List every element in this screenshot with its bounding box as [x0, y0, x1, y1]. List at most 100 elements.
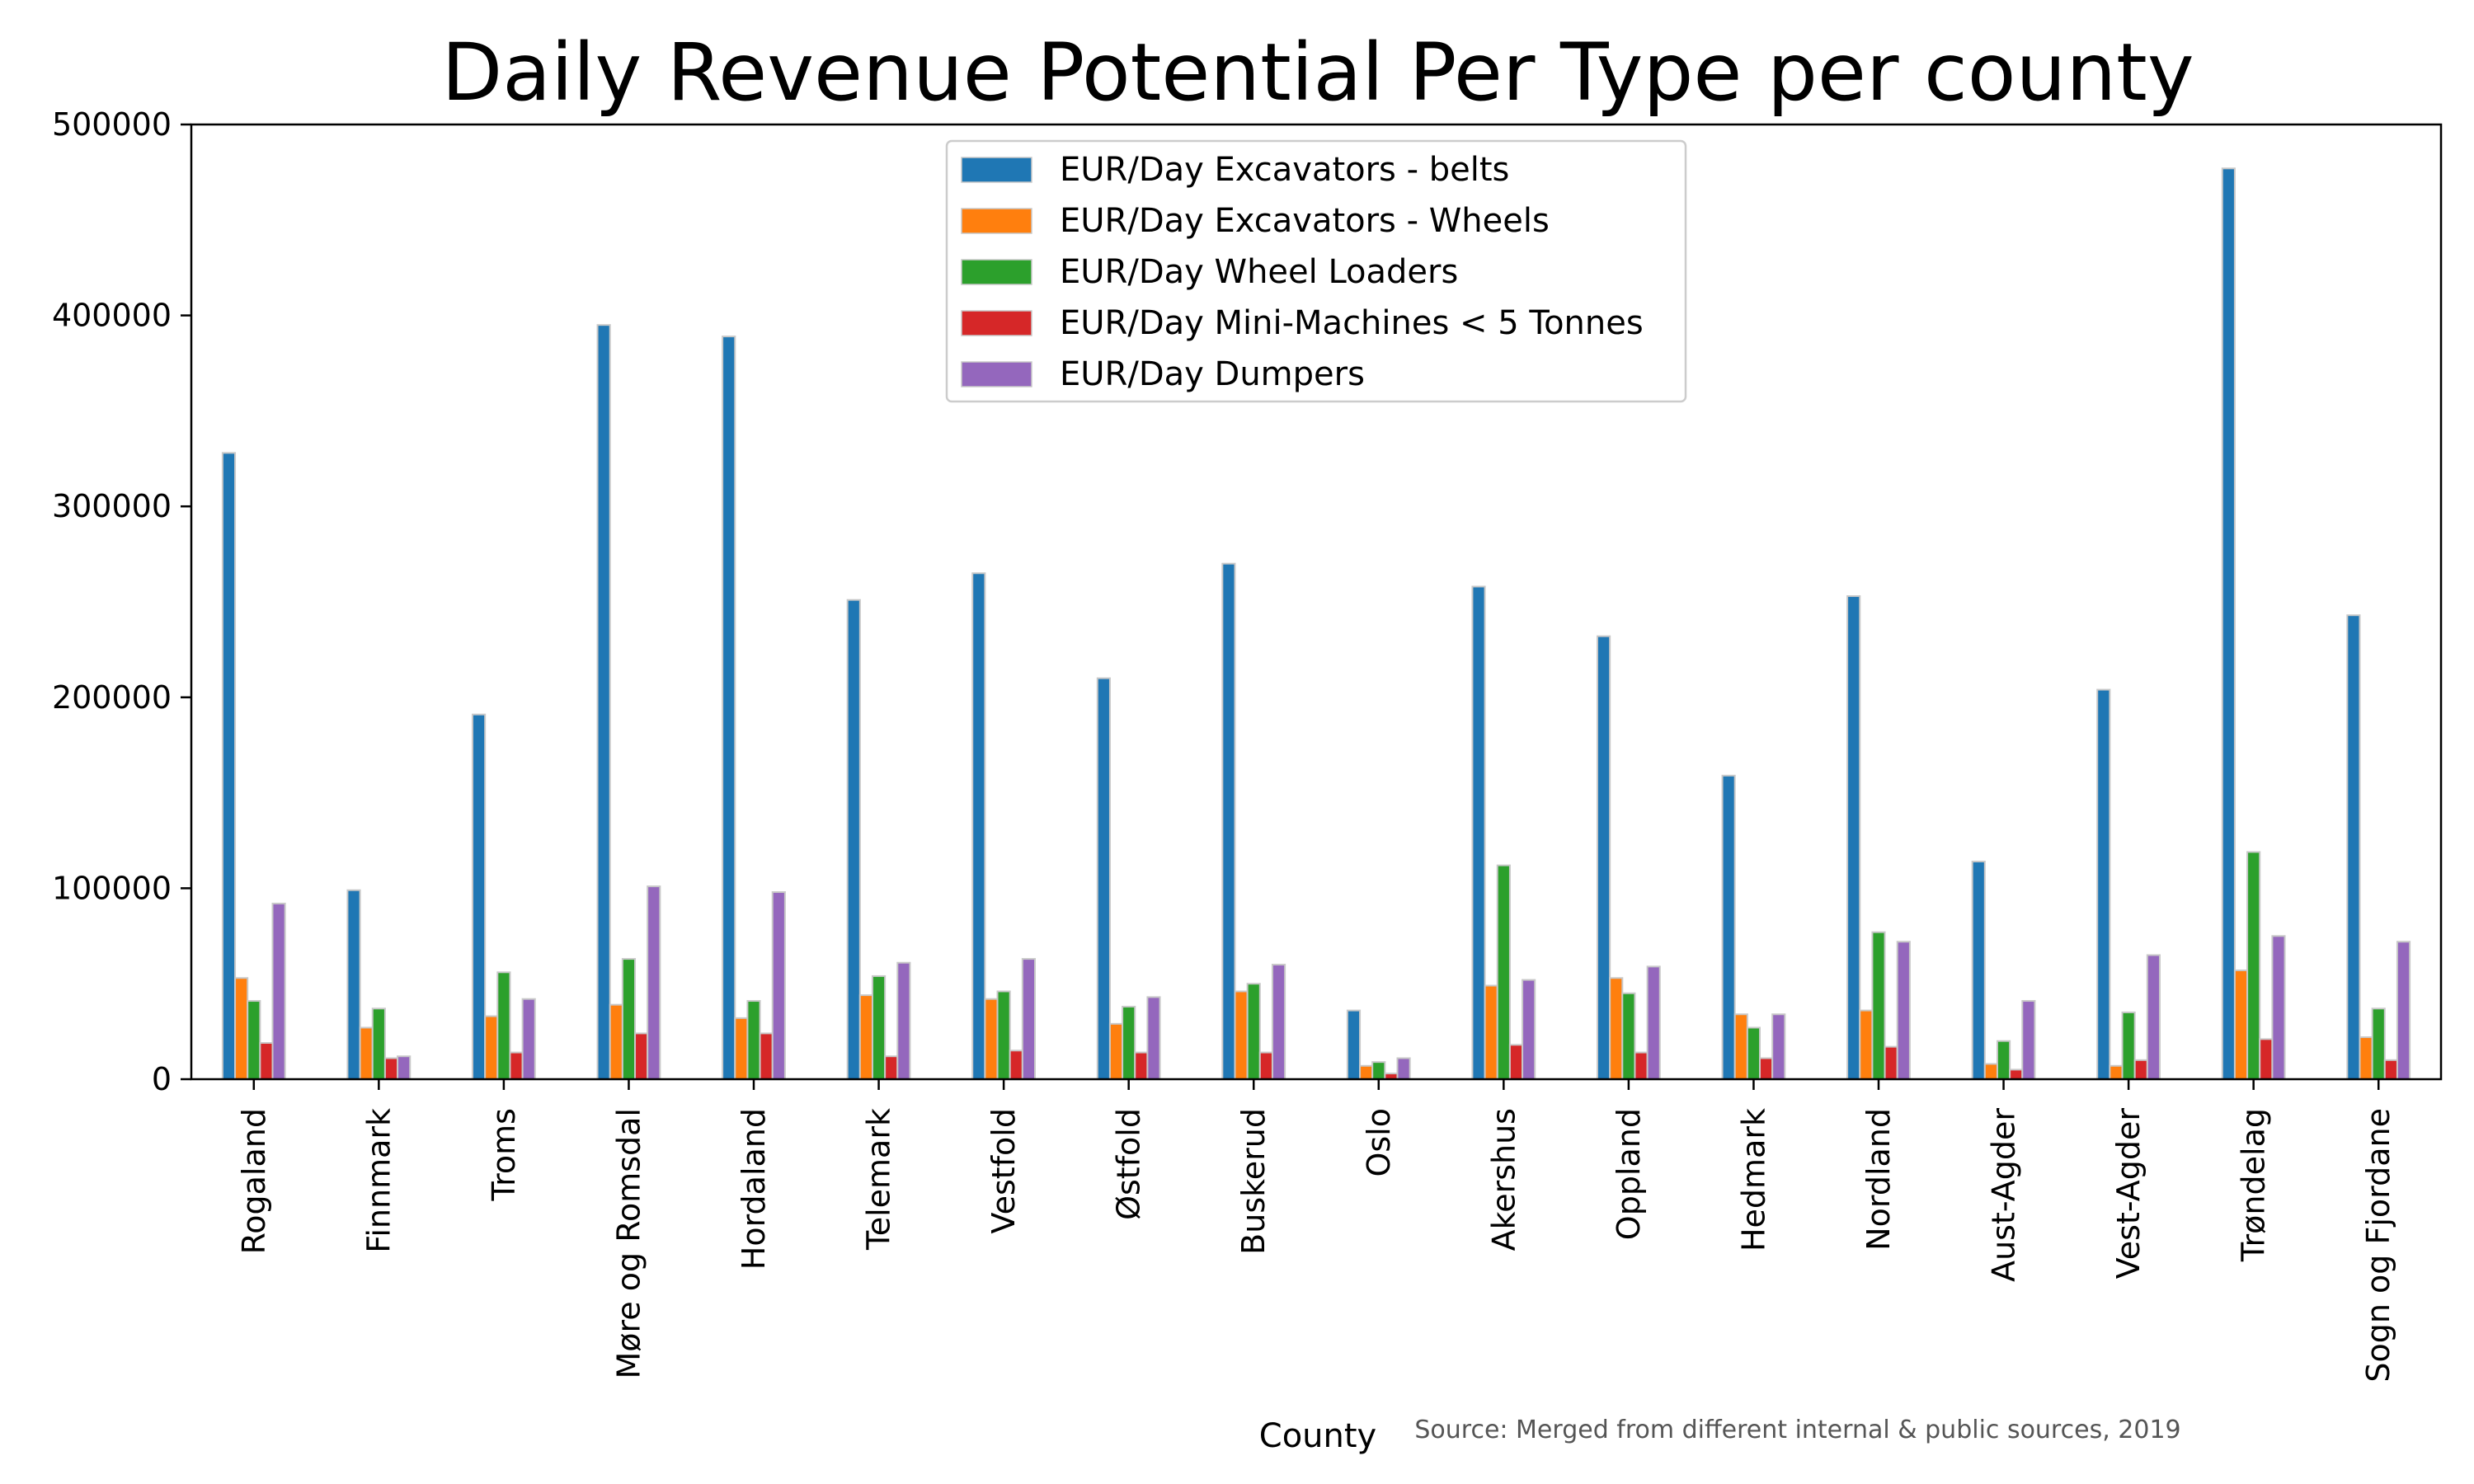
bar-oslo-series-2	[1359, 1064, 1374, 1081]
bar-hedmark-series-2	[1733, 1013, 1748, 1081]
bar-tr-ndelag-series-2	[2233, 969, 2249, 1080]
x-tick-label-akershus: Akershus	[1485, 1108, 1522, 1251]
bar-aust-agder-series-1	[1971, 860, 1986, 1080]
bar-buskerud-series-4	[1258, 1051, 1273, 1080]
bar-hordaland-series-3	[746, 1000, 761, 1081]
bar-oppland-series-4	[1634, 1051, 1649, 1080]
bar-finnmark-series-4	[383, 1057, 399, 1081]
bar-troms-series-2	[484, 1015, 499, 1080]
x-tick-label-telemark: Telemark	[861, 1108, 897, 1251]
x-tick-label-m-re-og-romsdal: Møre og Romsdal	[610, 1108, 647, 1378]
bar-akershus-series-1	[1471, 585, 1486, 1080]
bar-hordaland-series-2	[734, 1017, 749, 1081]
bar-nordland-series-4	[1884, 1045, 1898, 1081]
bar-akershus-series-2	[1484, 984, 1498, 1081]
x-tick-label-stfold: Østfold	[1111, 1108, 1147, 1220]
x-tick-label-hordaland: Hordaland	[736, 1108, 772, 1270]
legend-swatch-4	[961, 310, 1032, 336]
legend-label-4: EUR/Day Mini-Machines < 5 Tonnes	[1060, 304, 1644, 342]
bar-telemark-series-2	[858, 994, 873, 1080]
bar-rogaland-series-2	[234, 977, 249, 1080]
bar-tr-ndelag-series-1	[2221, 167, 2236, 1080]
bar-oppland-series-2	[1609, 977, 1624, 1080]
legend-swatch-5	[961, 361, 1032, 387]
legend-box	[945, 139, 1687, 403]
bar-hedmark-series-3	[1746, 1026, 1761, 1080]
bar-nordland-series-5	[1896, 941, 1911, 1080]
bar-vestfold-series-2	[984, 998, 999, 1080]
source-note: Source: Merged from different internal &…	[1414, 1416, 2180, 1444]
x-tick-label-hedmark: Hedmark	[1735, 1108, 1771, 1252]
bar-finnmark-series-5	[397, 1055, 412, 1080]
x-tick-label-tr-ndelag: Trøndelag	[2236, 1108, 2272, 1262]
x-tick-label-sogn-og-fjordane: Sogn og Fjordane	[2360, 1108, 2396, 1383]
x-tick-label-finnmark: Finnmark	[360, 1108, 397, 1253]
bar-aust-agder-series-4	[2009, 1068, 2024, 1081]
bar-telemark-series-5	[896, 961, 911, 1080]
bar-m-re-og-romsdal-series-3	[621, 958, 637, 1080]
legend-swatch-1	[961, 157, 1032, 183]
bar-aust-agder-series-3	[1996, 1040, 2011, 1081]
bar-vestfold-series-1	[971, 572, 986, 1080]
bar-troms-series-4	[509, 1051, 524, 1080]
bar-buskerud-series-5	[1271, 964, 1286, 1081]
x-tick-label-buskerud: Buskerud	[1235, 1108, 1272, 1255]
bar-vestfold-series-5	[1021, 958, 1036, 1080]
bar-sogn-og-fjordane-series-5	[2396, 941, 2411, 1080]
bar-rogaland-series-3	[247, 1000, 261, 1081]
bar-m-re-og-romsdal-series-1	[596, 324, 611, 1080]
bar-stfold-series-3	[1122, 1005, 1136, 1080]
y-tick-label-100000: 100000	[52, 870, 172, 906]
bar-telemark-series-4	[884, 1055, 899, 1080]
bar-aust-agder-series-5	[2021, 1000, 2036, 1081]
legend-swatch-3	[961, 259, 1032, 285]
bar-tr-ndelag-series-5	[2271, 935, 2286, 1081]
x-tick-label-vest-agder: Vest-Agder	[2110, 1108, 2147, 1280]
bar-hordaland-series-5	[771, 891, 786, 1081]
bar-stfold-series-2	[1108, 1022, 1124, 1080]
bar-m-re-og-romsdal-series-2	[609, 1003, 623, 1081]
bar-rogaland-series-4	[259, 1042, 274, 1080]
x-tick-label-nordland: Nordland	[1860, 1108, 1897, 1251]
bar-buskerud-series-3	[1246, 983, 1261, 1080]
legend-label-3: EUR/Day Wheel Loaders	[1060, 253, 1458, 291]
bar-sogn-og-fjordane-series-1	[2346, 614, 2361, 1080]
bar-m-re-og-romsdal-series-5	[647, 885, 661, 1080]
bar-hordaland-series-1	[722, 336, 736, 1080]
bar-troms-series-1	[472, 713, 487, 1080]
bar-stfold-series-1	[1096, 677, 1111, 1080]
x-tick-label-troms: Troms	[486, 1108, 522, 1201]
legend-label-2: EUR/Day Excavators - Wheels	[1060, 202, 1550, 240]
bar-sogn-og-fjordane-series-2	[2359, 1036, 2373, 1081]
x-axis: Rogaland Finnmark Troms Møre og Romsdal Hord…	[236, 1079, 2396, 1383]
bar-finnmark-series-1	[346, 889, 361, 1080]
bar-nordland-series-3	[1871, 931, 1886, 1081]
bar-aust-agder-series-2	[1983, 1063, 1998, 1080]
bar-sogn-og-fjordane-series-4	[2383, 1059, 2398, 1080]
bar-nordland-series-2	[1859, 1009, 1874, 1080]
y-tick-label-500000: 500000	[52, 106, 172, 143]
bar-hedmark-series-1	[1721, 774, 1736, 1080]
bar-finnmark-series-3	[371, 1007, 386, 1081]
bar-akershus-series-3	[1496, 864, 1511, 1080]
bar-vest-agder-series-4	[2133, 1059, 2148, 1080]
x-tick-label-oppland: Oppland	[1611, 1108, 1647, 1240]
bar-rogaland-series-1	[221, 452, 237, 1080]
bar-nordland-series-1	[1846, 595, 1861, 1080]
x-axis-title: County	[1259, 1417, 1376, 1455]
bar-vest-agder-series-5	[2146, 954, 2161, 1080]
bar-stfold-series-5	[1146, 996, 1161, 1081]
bar-telemark-series-1	[846, 599, 861, 1080]
y-axis: 0 100000 200000 300000 400000 500000	[52, 106, 191, 1097]
bar-oppland-series-5	[1646, 965, 1661, 1080]
bar-tr-ndelag-series-3	[2246, 851, 2261, 1081]
x-tick-label-oslo: Oslo	[1361, 1108, 1397, 1177]
bar-telemark-series-3	[871, 974, 887, 1080]
bar-sogn-og-fjordane-series-3	[2371, 1007, 2386, 1081]
bar-finnmark-series-2	[359, 1026, 374, 1080]
bar-vest-agder-series-2	[2109, 1064, 2124, 1081]
bar-hordaland-series-4	[759, 1032, 774, 1081]
bar-oslo-series-3	[1371, 1061, 1386, 1081]
